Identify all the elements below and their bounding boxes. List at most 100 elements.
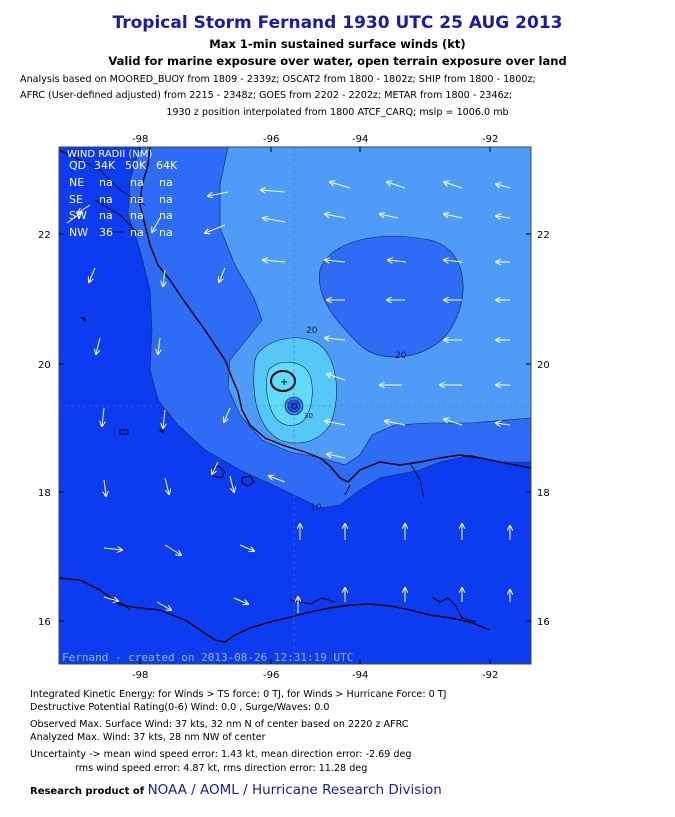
wind-arrow [208, 191, 229, 196]
wind-arrow [229, 475, 234, 492]
lon-bottom-92: -92 [482, 670, 498, 681]
lon-top-92: -92 [482, 134, 498, 145]
wind-arrow [325, 338, 346, 340]
contour-20kt-inner [319, 235, 464, 358]
wind-arrow [496, 216, 511, 218]
wind-arrow [263, 260, 286, 262]
lat-right-16: 16 [537, 617, 550, 628]
wr-r3-c1: 36 [99, 226, 113, 239]
wind-arrow [156, 601, 171, 610]
wind-arrow [78, 204, 91, 213]
wr-r2-c0: SW [69, 209, 87, 222]
max-wind-marker: + [280, 377, 288, 388]
lon-bottom-98: -98 [132, 670, 148, 681]
wr-r0-c2: na [130, 176, 144, 189]
wind-arrow [327, 454, 346, 459]
wr-r3-c2: na [130, 226, 144, 239]
border-lines [59, 149, 425, 499]
max-wind-contour [270, 370, 296, 392]
wind-arrow [224, 407, 231, 422]
tick-marks [59, 147, 531, 664]
map-frame [58, 146, 532, 665]
wind-arrow [158, 337, 160, 354]
wind-arrow [388, 260, 407, 262]
wind-arrow [444, 260, 463, 262]
observed-max-wind: Observed Max. Surface Wind: 37 kts, 32 n… [30, 719, 409, 730]
wind-arrow [327, 374, 346, 381]
wind-arrow [387, 182, 406, 189]
uncertainty-line-2: rms wind speed error: 4.87 kt, rms direc… [75, 763, 368, 774]
wind-arrow [496, 423, 511, 425]
lon-top-96: -96 [263, 134, 279, 145]
coastline-central-america [59, 577, 491, 643]
wind-arrow [233, 597, 248, 604]
lon-top-98: -98 [132, 134, 148, 145]
wind-arrow [103, 548, 122, 550]
research-credit: Research product of NOAA / AOML / Hurric… [30, 782, 442, 798]
contour-label-20b: 20 [395, 351, 407, 361]
lat-left-16: 16 [38, 617, 51, 628]
lat-left-22: 22 [38, 230, 51, 241]
analysis-line-3: 1930 z position interpolated from 1800 A… [166, 107, 509, 118]
wr-r3-c0: NW [69, 226, 88, 239]
wind-arrow [205, 224, 226, 233]
wind-arrow [444, 214, 463, 219]
wind-arrow [325, 421, 346, 426]
wr-h-2: 50K [125, 159, 147, 172]
wr-r0-c0: NE [69, 176, 84, 189]
coastline-mexico [139, 147, 531, 483]
wr-r1-c3: na [159, 193, 173, 206]
lat-right-22: 22 [537, 230, 550, 241]
contour-label-20a: 20 [306, 326, 318, 336]
wind-arrow [163, 409, 165, 428]
wind-arrow [385, 421, 406, 426]
island-3 [119, 429, 129, 435]
lat-right-20: 20 [537, 360, 550, 371]
wind-arrow [219, 267, 226, 282]
wind-arrow [102, 407, 104, 426]
wind-arrow [269, 476, 286, 483]
island-5 [80, 317, 86, 323]
wind-arrow [380, 214, 399, 219]
analysis-line-1: Analysis based on MOORED_BUOY from 1809 … [20, 74, 536, 85]
contour-label-30: 30 [304, 412, 313, 420]
wind-arrow [104, 479, 106, 496]
wr-h-3: 64K [156, 159, 178, 172]
wind-radii-title: WIND RADII (NM) [67, 149, 152, 160]
wind-arrow [96, 337, 101, 354]
wind-arrow [152, 217, 161, 232]
wind-arrow [444, 419, 463, 426]
wind-arrow [66, 213, 81, 224]
wind-map: + 20 20 10 30 WIND RADII (NM) QD 34K [38, 134, 550, 681]
credit-prefix: Research product of [30, 786, 145, 797]
wind-arrow [103, 596, 118, 601]
lon-top-94: -94 [352, 134, 368, 145]
lat-right-18: 18 [537, 488, 550, 499]
wind-arrow [263, 218, 286, 223]
lon-bottom-94: -94 [352, 670, 368, 681]
wr-h-0: QD [69, 159, 86, 172]
map-credit-line: Fernand - created on 2013-08-26 12:31:19… [62, 651, 353, 664]
wind-arrow [164, 544, 181, 555]
wind-arrow [496, 184, 511, 189]
wr-h-1: 34K [94, 159, 116, 172]
analysis-line-2: AFRC (User-defined adjusted) from 2215 -… [20, 90, 513, 101]
wind-arrow [325, 260, 346, 262]
wind-arrow [89, 267, 96, 282]
subtitle-winds: Max 1-min sustained surface winds (kt) [209, 37, 466, 51]
ike-line: Integrated Kinetic Energy: for Winds > T… [30, 689, 447, 700]
dpr-line: Destructive Potential Rating(0-6) Wind: … [30, 702, 330, 713]
island-2 [241, 475, 255, 487]
wr-r1-c1: na [99, 193, 113, 206]
wind-radii-table: WIND RADII (NM) QD 34K 50K 64K NE na na … [67, 149, 178, 239]
lat-left-18: 18 [38, 488, 51, 499]
wind-arrow [325, 214, 346, 219]
subtitle-exposure: Valid for marine exposure over water, op… [108, 54, 567, 68]
wr-r1-c0: SE [69, 193, 83, 206]
contour-label-10: 10 [310, 503, 322, 513]
wind-arrow [212, 461, 219, 474]
uncertainty-line-1: Uncertainty -> mean wind speed error: 1.… [30, 749, 412, 760]
credit-organization[interactable]: NOAA / AOML / Hurricane Research Divisio… [147, 782, 442, 798]
wind-arrow [163, 269, 165, 286]
analyzed-max-wind: Analyzed Max. Wind: 37 kts, 28 nm NW of … [30, 732, 266, 743]
